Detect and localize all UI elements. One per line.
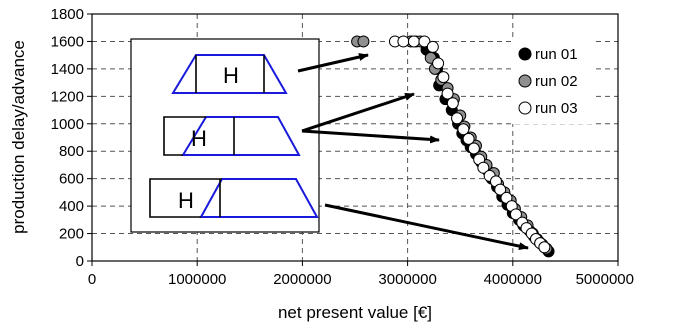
inset-label-h: H — [223, 63, 239, 88]
axis-ticks: 0 200 400 600 800 1000 1200 1400 1600 1800 0 100000… — [51, 6, 634, 288]
data-point — [462, 132, 475, 145]
x-tick-label: 2000000 — [273, 271, 331, 288]
legend-label: run 03 — [535, 100, 578, 117]
data-point — [538, 241, 551, 254]
series-run-03 — [388, 35, 551, 254]
inset-illustration: H H H — [130, 38, 320, 233]
y-tick-label: 1600 — [51, 33, 84, 50]
data-point — [437, 71, 450, 84]
inset-diagram-2: H — [163, 116, 301, 156]
data-point — [418, 35, 431, 48]
y-tick-label: 600 — [59, 171, 84, 188]
x-tick-label: 3000000 — [378, 271, 436, 288]
legend: run 01 run 02 run 03 — [512, 40, 594, 124]
legend-label: run 02 — [535, 73, 578, 90]
y-tick-label: 800 — [59, 143, 84, 160]
legend-item-run-01: run 01 — [518, 46, 578, 63]
y-tick-label: 200 — [59, 226, 84, 243]
y-tick-label: 400 — [59, 198, 84, 215]
data-point — [509, 208, 522, 221]
annotation-arrow — [301, 129, 440, 144]
block-outline — [163, 116, 206, 156]
data-point — [357, 35, 370, 48]
annotation-arrow — [324, 203, 529, 251]
data-points — [351, 35, 555, 258]
data-point — [467, 142, 480, 155]
trapezoid-shape — [199, 178, 319, 218]
data-point — [441, 87, 454, 100]
annotation-arrow — [301, 92, 415, 133]
data-point — [426, 40, 439, 53]
data-point — [477, 161, 490, 174]
legend-marker — [518, 74, 532, 88]
x-tick-label: 5000000 — [576, 271, 634, 288]
legend-item-run-02: run 02 — [518, 73, 578, 90]
plot-area-frame — [91, 13, 619, 262]
y-tick-label: 1000 — [51, 116, 84, 133]
legend-item-run-03: run 03 — [518, 100, 578, 117]
inset-diagram-3: H — [149, 178, 319, 218]
data-point — [407, 35, 420, 48]
legend-label: run 01 — [535, 46, 578, 63]
y-tick-label: 1400 — [51, 61, 84, 78]
data-point — [451, 112, 464, 125]
annotation-arrows — [297, 53, 529, 251]
y-tick-label: 1200 — [51, 88, 84, 105]
data-point — [494, 183, 507, 196]
legend-marker — [518, 47, 532, 61]
legend-marker — [518, 101, 532, 115]
y-tick-label: 0 — [76, 253, 84, 270]
x-tick-label: 4000000 — [484, 271, 542, 288]
x-axis-label: net present value [€] — [278, 303, 432, 322]
annotation-arrow — [297, 53, 369, 73]
x-tick-label: 0 — [88, 271, 96, 288]
y-tick-label: 1800 — [51, 6, 84, 23]
data-point — [457, 123, 470, 136]
inset-label-h: H — [191, 126, 207, 151]
data-point — [432, 57, 445, 70]
data-point — [397, 35, 410, 48]
data-point — [446, 97, 459, 110]
trapezoid-shape — [181, 116, 301, 156]
y-axis-label: production delay/advance — [9, 40, 28, 234]
inset-diagram-1: H — [171, 54, 288, 94]
block-outline — [149, 178, 222, 218]
inset-label-h: H — [178, 188, 194, 213]
x-tick-label: 1000000 — [168, 271, 226, 288]
